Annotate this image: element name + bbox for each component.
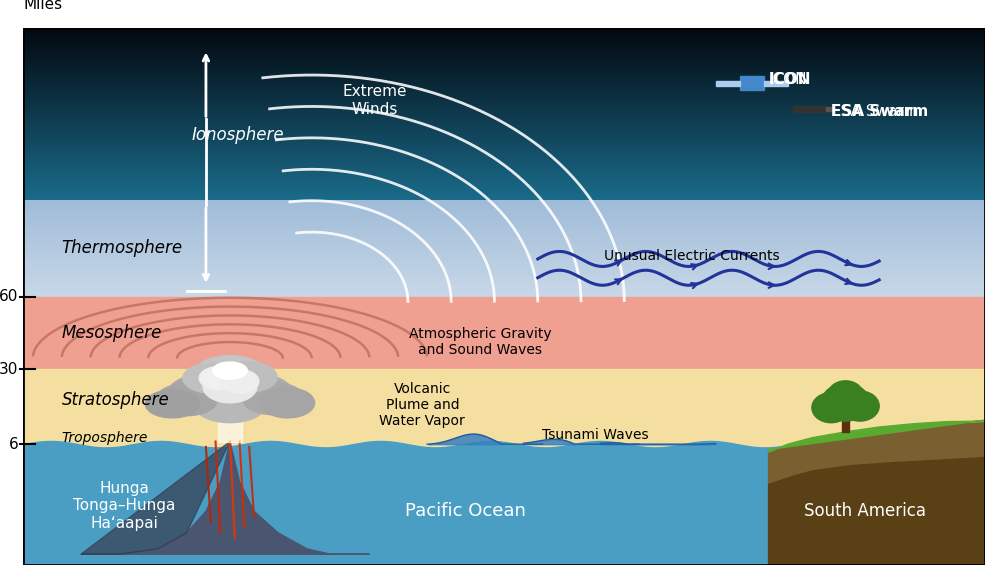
Text: Stratosphere: Stratosphere xyxy=(62,390,169,408)
Text: Hunga
Tonga–Hunga
Haʻaapai: Hunga Tonga–Hunga Haʻaapai xyxy=(73,481,175,531)
Text: Ionosphere: Ionosphere xyxy=(191,127,284,145)
Text: Volcanic
Plume and
Water Vapor: Volcanic Plume and Water Vapor xyxy=(379,382,465,428)
Text: 60: 60 xyxy=(0,289,19,304)
Text: ESA Swarm: ESA Swarm xyxy=(831,104,928,119)
Ellipse shape xyxy=(812,393,850,423)
Ellipse shape xyxy=(195,355,265,390)
Text: Unusual Electric Currents: Unusual Electric Currents xyxy=(604,249,779,263)
Bar xyxy=(842,419,849,432)
Text: Miles: Miles xyxy=(24,0,62,12)
Ellipse shape xyxy=(203,371,257,403)
Text: Thermosphere: Thermosphere xyxy=(62,239,183,257)
Polygon shape xyxy=(81,441,369,554)
Ellipse shape xyxy=(184,358,276,407)
Bar xyxy=(24,297,985,369)
Ellipse shape xyxy=(221,370,259,393)
Bar xyxy=(716,81,740,85)
Text: South America: South America xyxy=(804,502,926,520)
Text: Extreme
Winds: Extreme Winds xyxy=(342,84,407,117)
Ellipse shape xyxy=(828,381,863,408)
Bar xyxy=(219,420,241,441)
Polygon shape xyxy=(768,420,985,452)
Text: Pacific Ocean: Pacific Ocean xyxy=(405,502,526,520)
Bar xyxy=(826,107,834,111)
Bar xyxy=(24,369,985,444)
Ellipse shape xyxy=(146,390,199,418)
Ellipse shape xyxy=(213,362,247,379)
Ellipse shape xyxy=(193,385,267,423)
Bar xyxy=(24,428,985,444)
Text: ICON: ICON xyxy=(768,72,807,86)
Bar xyxy=(740,76,763,90)
Ellipse shape xyxy=(242,383,304,415)
Polygon shape xyxy=(768,458,985,565)
Ellipse shape xyxy=(156,384,218,416)
Ellipse shape xyxy=(841,391,880,421)
Text: Mesosphere: Mesosphere xyxy=(62,324,163,342)
Text: 6: 6 xyxy=(9,437,19,451)
Text: Troposphere: Troposphere xyxy=(62,431,148,445)
Bar xyxy=(763,81,788,85)
Text: Tsunami Waves: Tsunami Waves xyxy=(542,428,649,441)
Ellipse shape xyxy=(220,362,277,392)
Text: 30: 30 xyxy=(0,362,19,376)
Text: ESA Swarm: ESA Swarm xyxy=(831,104,919,119)
Polygon shape xyxy=(81,441,230,554)
Text: ICON: ICON xyxy=(768,72,811,86)
Ellipse shape xyxy=(199,366,241,390)
Ellipse shape xyxy=(821,384,870,421)
Ellipse shape xyxy=(220,374,293,412)
Text: Atmospheric Gravity
and Sound Waves: Atmospheric Gravity and Sound Waves xyxy=(409,327,552,357)
Ellipse shape xyxy=(261,388,314,418)
Ellipse shape xyxy=(183,363,240,393)
Bar xyxy=(793,106,826,112)
Polygon shape xyxy=(768,423,985,565)
Ellipse shape xyxy=(167,374,244,415)
